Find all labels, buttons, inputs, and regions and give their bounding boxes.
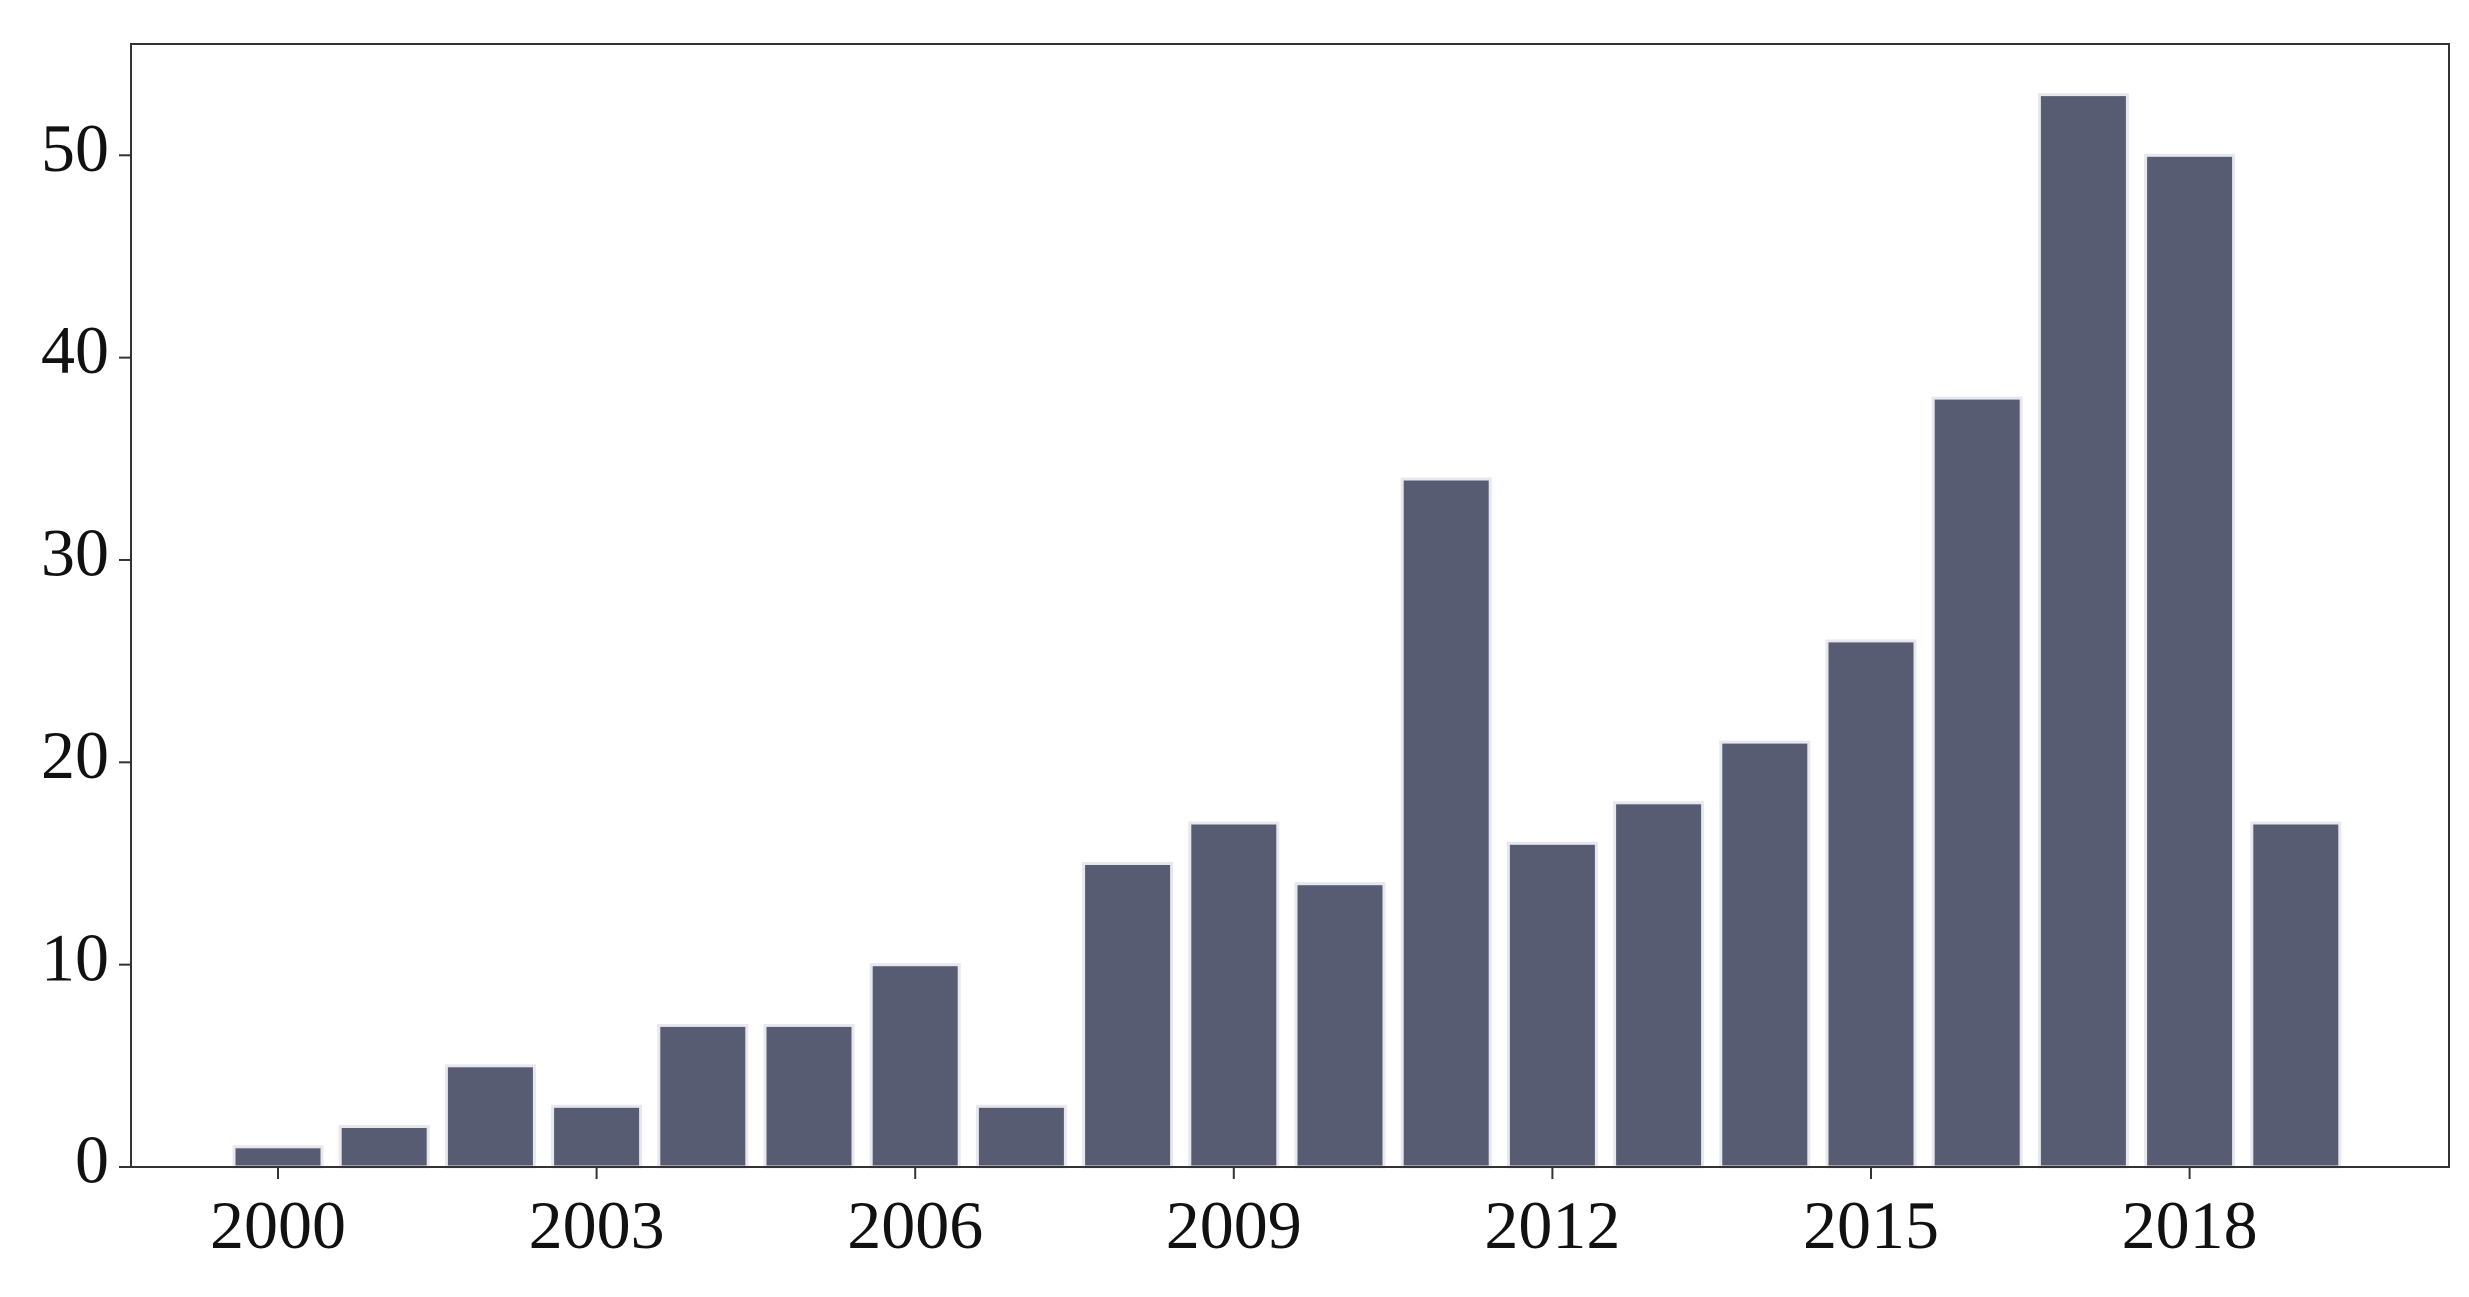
- y-axis: 0 10 20 30 40 50: [41, 110, 131, 1198]
- y-tick-label-40: 40: [41, 312, 109, 388]
- bar-2003: [551, 1104, 643, 1169]
- x-tick-label-2003: 2003: [529, 1187, 665, 1263]
- y-tick-label-50: 50: [41, 110, 109, 186]
- bar-2013: [1613, 801, 1705, 1169]
- x-tick-label-2009: 2009: [1166, 1187, 1302, 1263]
- x-tick-label-2018: 2018: [2122, 1187, 2258, 1263]
- bars-layer: [232, 93, 2342, 1169]
- x-tick-label-2006: 2006: [847, 1187, 983, 1263]
- bar-2018: [2144, 153, 2236, 1169]
- y-tick-label-20: 20: [41, 717, 109, 793]
- x-axis: 2000 2003 2006 2009 2012 2015 2018: [210, 1167, 2258, 1263]
- bar-2007: [975, 1104, 1067, 1169]
- plot-frame: [130, 43, 2450, 1168]
- bar-2008: [1082, 862, 1174, 1169]
- bar-2017: [2037, 93, 2129, 1169]
- x-tick-label-2015: 2015: [1803, 1187, 1939, 1263]
- y-tick-label-10: 10: [41, 919, 109, 995]
- y-tick-label-0: 0: [75, 1122, 109, 1198]
- x-tick-label-2000: 2000: [210, 1187, 346, 1263]
- bar-2014: [1719, 740, 1811, 1169]
- bar-2016: [1931, 396, 2023, 1169]
- bar-2001: [338, 1125, 430, 1169]
- bar-2012: [1506, 841, 1598, 1169]
- bar-2011: [1400, 477, 1492, 1169]
- bar-2004: [657, 1023, 749, 1169]
- bar-2000: [232, 1145, 324, 1169]
- bar-2019: [2250, 821, 2342, 1169]
- y-tick-label-30: 30: [41, 515, 109, 591]
- bar-2006: [869, 963, 961, 1169]
- bar-2010: [1294, 882, 1386, 1169]
- x-tick-label-2012: 2012: [1484, 1187, 1620, 1263]
- bar-2002: [444, 1064, 536, 1169]
- bar-2009: [1188, 821, 1280, 1169]
- bar-2015: [1825, 639, 1917, 1169]
- bar-2005: [763, 1023, 855, 1169]
